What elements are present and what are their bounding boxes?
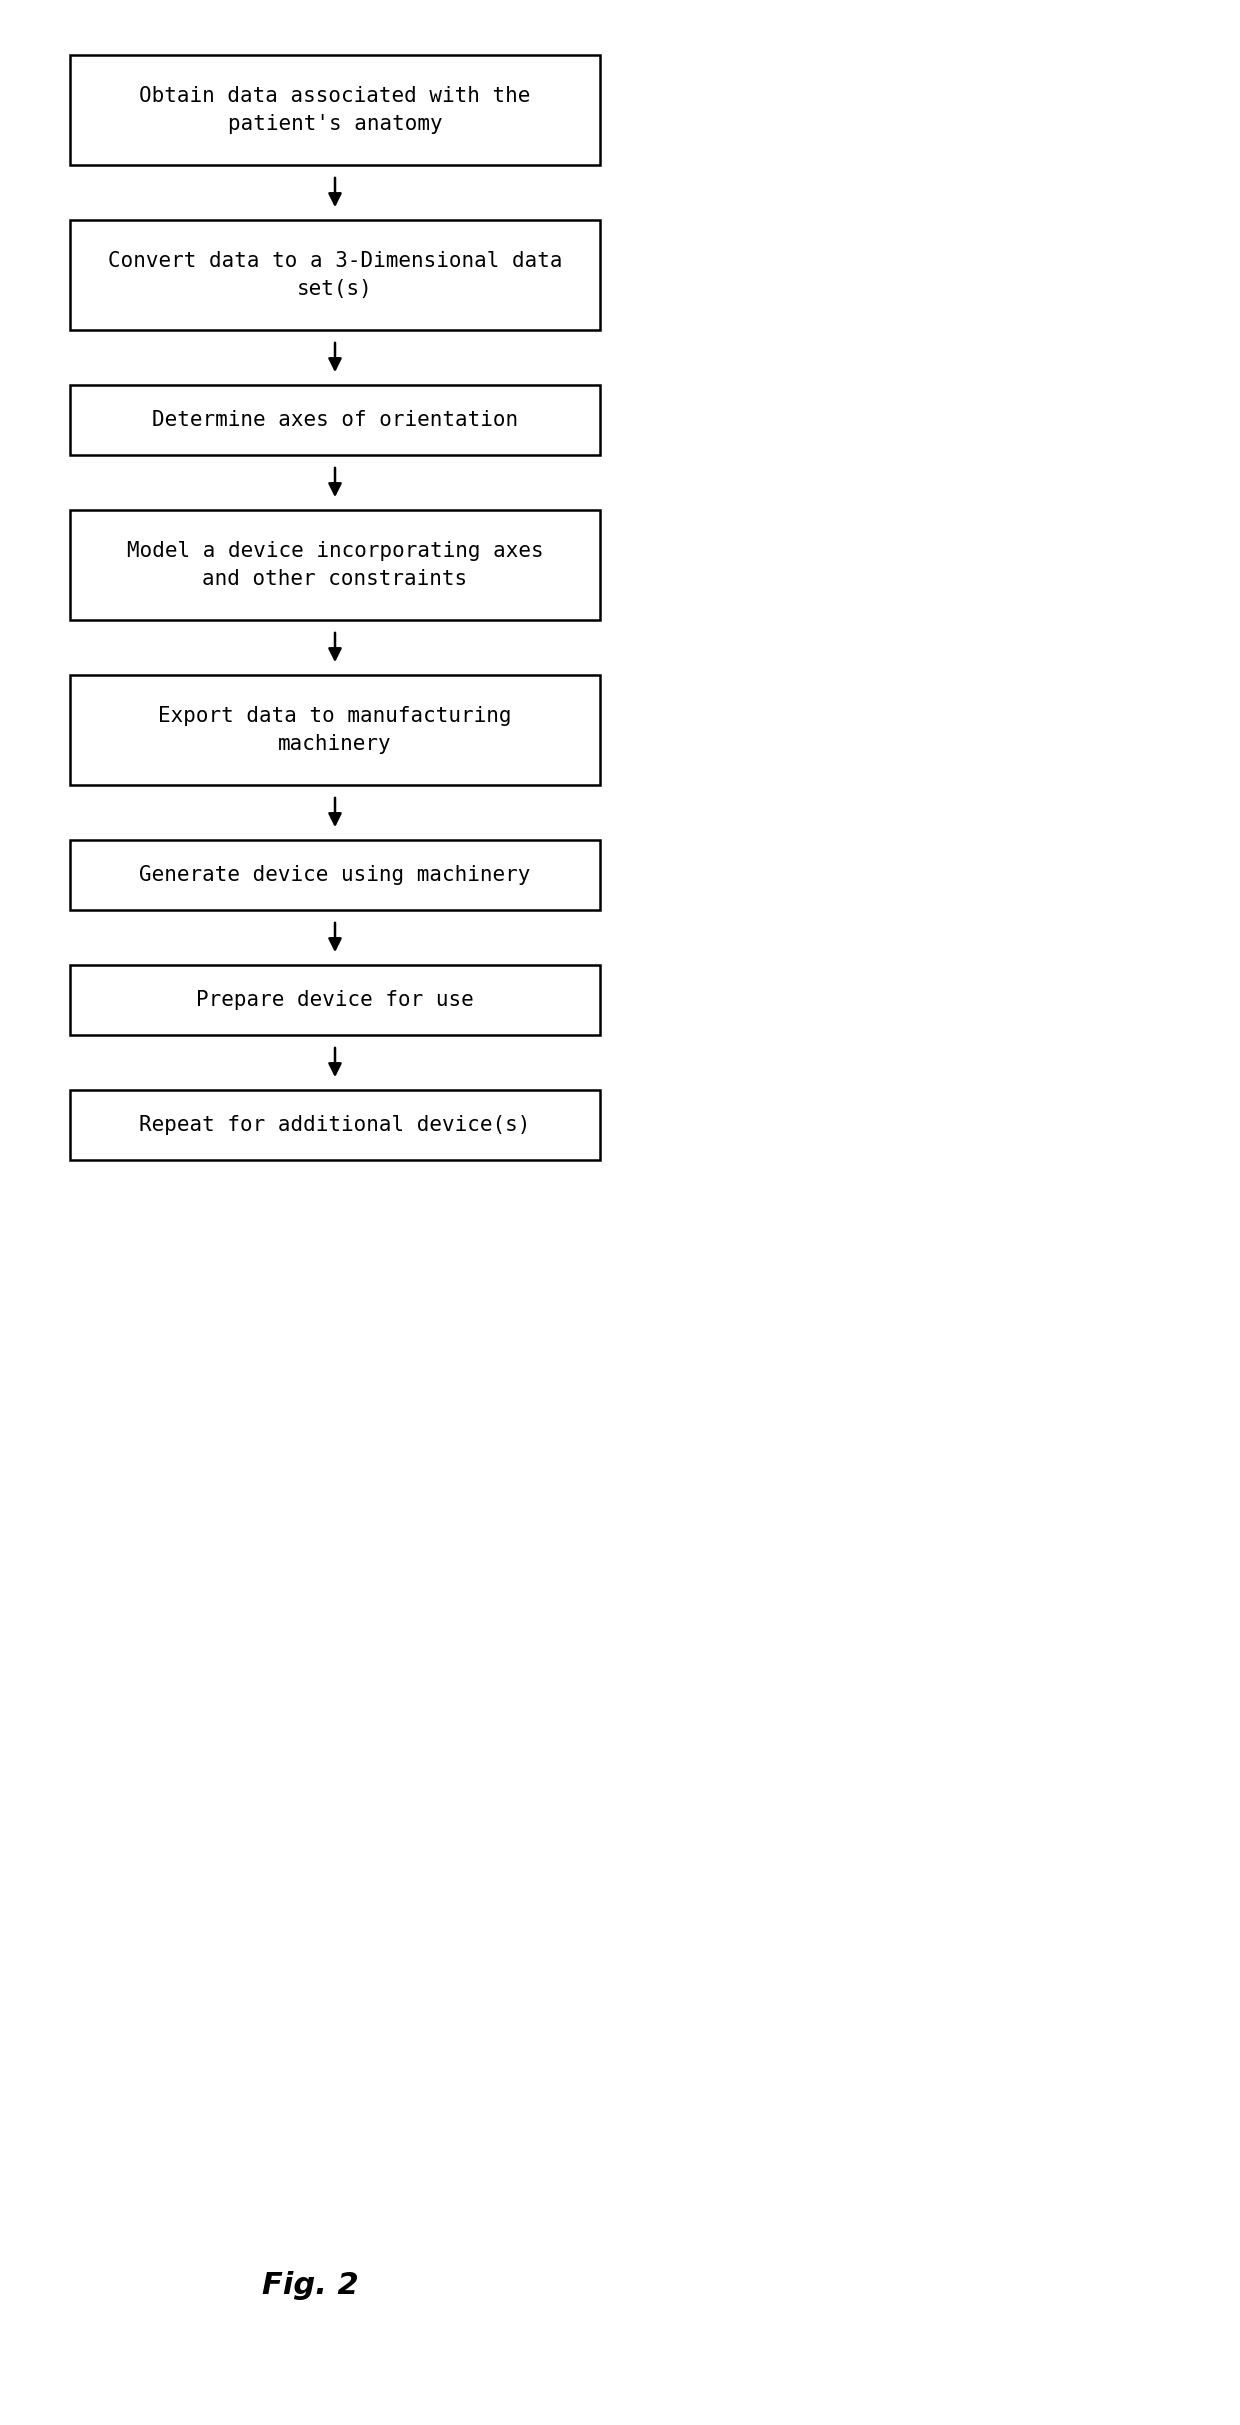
Text: Prepare device for use: Prepare device for use (196, 989, 474, 1009)
Text: Determine axes of orientation: Determine axes of orientation (153, 410, 518, 429)
Bar (69, 386, 600, 456)
Text: Obtain data associated with the
patient's anatomy: Obtain data associated with the patient'… (139, 85, 531, 133)
Text: Generate device using machinery: Generate device using machinery (139, 866, 531, 885)
Bar (69, 965, 600, 1035)
Text: Repeat for additional device(s): Repeat for additional device(s) (139, 1116, 531, 1135)
Text: Convert data to a 3-Dimensional data
set(s): Convert data to a 3-Dimensional data set… (108, 252, 562, 298)
Bar (69, 509, 600, 621)
Bar (69, 56, 600, 165)
Bar (69, 839, 600, 909)
Text: Fig. 2: Fig. 2 (262, 2270, 358, 2299)
Bar (69, 1089, 600, 1159)
Text: Model a device incorporating axes
and other constraints: Model a device incorporating axes and ot… (126, 541, 543, 589)
Text: Export data to manufacturing
machinery: Export data to manufacturing machinery (159, 706, 512, 754)
Bar (69, 674, 600, 786)
Bar (69, 221, 600, 330)
